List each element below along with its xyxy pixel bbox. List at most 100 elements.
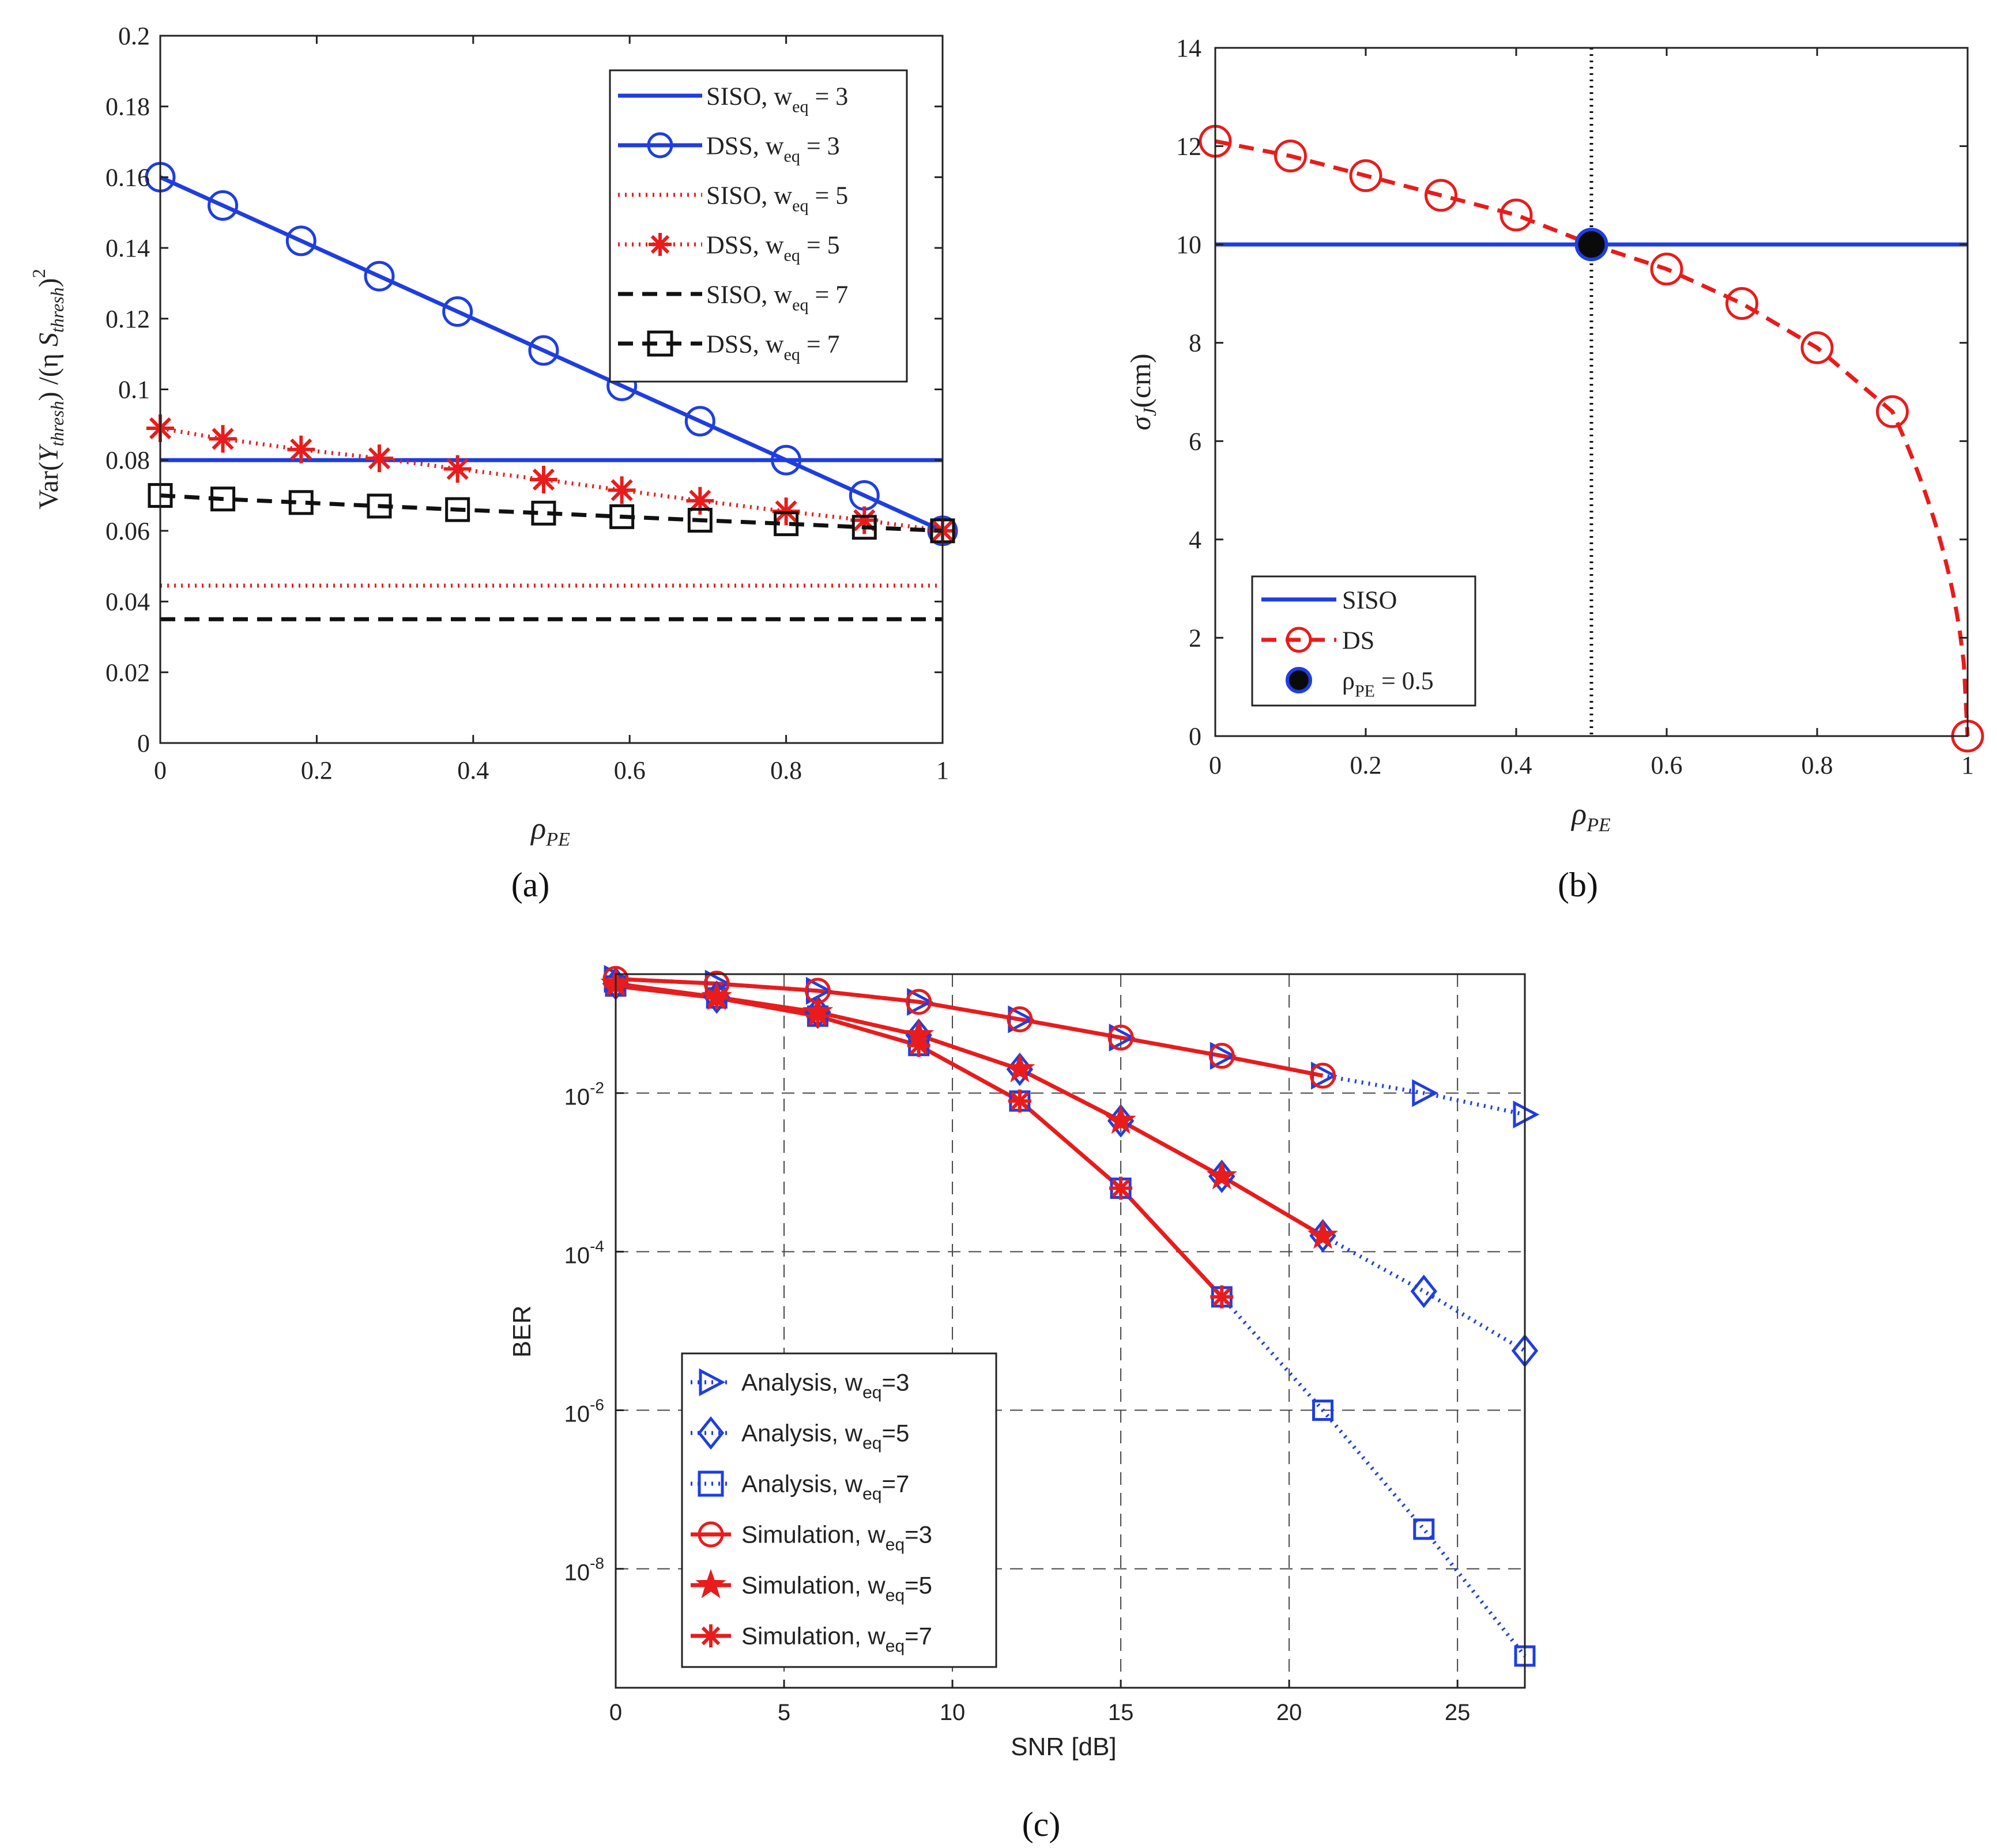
- panel-a-series-1-point-5: [528, 335, 559, 366]
- panel-b-series-1-point-4: [1499, 198, 1533, 232]
- panel-c-ytick-label-3: 10-8: [564, 1555, 604, 1586]
- panel-c-legend-label-5: Simulation, weq=7: [741, 1623, 932, 1656]
- panel-c-xtick-label-2: 10: [940, 1700, 966, 1725]
- panel-c-legend-marker-5: [699, 1624, 722, 1647]
- panel-a-series-5-point-4: [445, 497, 470, 522]
- panel-b-series-1-point-7: [1725, 286, 1758, 320]
- panel-c-ytick-label-0: 10-2: [564, 1078, 604, 1110]
- panel-a-y-axis-label: Var(Ythresh) /(η Sthresh)2: [28, 269, 67, 509]
- panel-c-legend-label-1: Analysis, weq=5: [741, 1420, 909, 1453]
- panel-b-xtick-label-0: 0: [1209, 751, 1222, 779]
- panel-a-ytick-label-10: 0.2: [118, 22, 150, 50]
- panel-b-series-1-point-6: [1650, 252, 1683, 286]
- panel-b-ytick-label-7: 14: [1176, 34, 1201, 62]
- panel-c-series-3-point-7: [1310, 1062, 1336, 1089]
- panel-a-series-3-point-3: [365, 444, 393, 473]
- panel-c-xtick-label-3: 15: [1108, 1700, 1134, 1725]
- panel-c-plot-frame: [615, 973, 1526, 1689]
- panel-a-xtick-label-4: 0.8: [770, 756, 802, 785]
- panel-a-legend: SISO, weq = 3 DSS, weq = 3 SISO, weq = 5 DS…: [609, 69, 908, 383]
- panel-a-series-5-point-3: [367, 493, 392, 519]
- panel-c-series-3-point-3: [906, 989, 932, 1015]
- panel-a-legend-label-0: SISO, weq = 3: [706, 82, 848, 116]
- panel-b-ytick-label-1: 2: [1189, 624, 1201, 652]
- panel-c-xtick-label-4: 20: [1276, 1700, 1302, 1725]
- panel-a-x-axis-label: ρPE: [530, 811, 570, 850]
- panel-a-series-line-1: [159, 175, 944, 533]
- panel-c-series-3-point-6: [1208, 1043, 1235, 1069]
- panel-c-ytick-label-2: 10-6: [564, 1396, 604, 1427]
- panel-a-series-1-point-8: [771, 444, 802, 476]
- panel-a-legend-marker-5: [647, 330, 673, 357]
- panel-b-series-1-point-1: [1274, 139, 1307, 173]
- panel-a-ytick-label-3: 0.06: [105, 517, 150, 545]
- panel-c-ytick-label-1: 10-4: [564, 1237, 604, 1268]
- panel-c-series-4-point-7: [1307, 1219, 1339, 1249]
- panel-a-ytick-label-0: 0: [137, 729, 150, 757]
- panel-a-legend-marker-1: [647, 132, 673, 159]
- panel-a-series-5-point-1: [210, 486, 236, 512]
- panel-b-xtick-label-3: 0.6: [1651, 751, 1683, 779]
- panel-a-series-5-point-9: [851, 515, 877, 540]
- panel-c-legend-marker-4: [695, 1568, 726, 1598]
- panel-b-xtick-label-1: 0.2: [1350, 751, 1382, 779]
- panel-c-series-4-point-4: [1004, 1053, 1035, 1083]
- panel-b-legend-marker-2: [1286, 667, 1312, 693]
- panel-b-series-group: [1199, 48, 1984, 753]
- panel-a-series-5-point-5: [531, 500, 556, 526]
- panel-b-legend-label-2: ρPE = 0.5: [1342, 666, 1434, 700]
- panel-b-series-1-point-2: [1349, 159, 1382, 193]
- panel-b-series-2-point-0: [1574, 228, 1608, 262]
- panel-b-legend-marker-1: [1286, 627, 1312, 653]
- panel-a-series-1-point-4: [442, 296, 473, 327]
- panel-a-legend-box: [609, 69, 908, 383]
- panel-a-ytick-label-1: 0.02: [105, 658, 150, 687]
- panel-a-ytick-label-7: 0.14: [105, 234, 150, 262]
- panel-a-series-5-point-8: [774, 511, 799, 537]
- panel-c-x-axis-label: SNR [dB]: [1011, 1733, 1116, 1761]
- panel-c-legend-marker-0: [699, 1368, 726, 1397]
- panel-c-legend: Analysis, weq=3 Analysis, weq=5 Analysis, …: [681, 1352, 997, 1668]
- panel-a-legend-marker-3: [649, 233, 672, 256]
- panel-b-xtick-label-5: 1: [1961, 751, 1974, 779]
- panel-c-y-axis-label: BER: [508, 1306, 536, 1357]
- panel-a-xtick-label-5: 1: [936, 756, 949, 785]
- panel-c-series-3-point-5: [1107, 1024, 1134, 1051]
- panel-c-xtick-label-0: 0: [609, 1700, 622, 1725]
- panel-a-ytick-label-2: 0.04: [105, 588, 150, 616]
- panel-b-legend-label-1: DS: [1342, 626, 1374, 654]
- panel-a-series-1-point-7: [684, 406, 715, 437]
- panel-b-y-axis-label: σJ(cm): [1124, 353, 1160, 430]
- panel-b-x-axis-label: ρPE: [1570, 797, 1611, 836]
- panel-a-series-3-point-5: [529, 465, 557, 493]
- panel-c-series-5-point-1: [705, 986, 729, 1010]
- panel-a-legend-label-5: DSS, weq = 7: [706, 330, 840, 364]
- panel-a-ytick-label-8: 0.16: [105, 163, 150, 191]
- panel-b-series-1-point-8: [1800, 331, 1834, 364]
- panel-c-legend-label-2: Analysis, weq=7: [741, 1470, 909, 1504]
- panel-c-series-5-point-2: [806, 1004, 830, 1028]
- panel-a-chart: 0 0.2 0.4 0.6 0.8 1 0 0.02 0.04 0.06 0.08 0.1 0.12 0.…: [28, 22, 958, 904]
- panel-c-ticks: 0 5 10 15 20 25 10-2 10-4 10-6 10-8: [564, 1078, 1471, 1725]
- panel-c-xtick-label-1: 5: [778, 1700, 790, 1725]
- panel-b-ytick-label-2: 4: [1189, 526, 1201, 554]
- panel-a-series-3-point-6: [608, 476, 636, 504]
- panel-a-ytick-label-5: 0.1: [118, 376, 150, 404]
- panel-a-xtick-label-2: 0.4: [457, 756, 489, 785]
- panel-c-series-0-point-8: [1412, 1079, 1439, 1107]
- panel-a-series-3-point-4: [443, 455, 472, 483]
- panel-c-legend-label-0: Analysis, weq=3: [741, 1369, 909, 1402]
- panel-a-series-5-point-6: [609, 504, 635, 529]
- panel-c-legend-box: [681, 1352, 997, 1668]
- panel-c-label: (c): [1022, 1805, 1061, 1843]
- panel-a-series-1-point-1: [208, 190, 239, 221]
- panel-c-series-line-3: [615, 976, 1324, 1078]
- panel-a-series-1-point-2: [285, 225, 316, 257]
- panel-a-xtick-label-0: 0: [154, 756, 167, 785]
- panel-a-ticks: 0 0.2 0.4 0.6 0.8 1 0 0.02 0.04 0.06 0.08 0.1 0.12 0.…: [105, 22, 949, 785]
- panel-a-series-3-point-2: [287, 435, 315, 463]
- panel-c-series-3-point-4: [1007, 1006, 1033, 1032]
- panel-b-legend: SISO DS ρPE = 0.5: [1251, 575, 1476, 707]
- panel-b-plot-frame: [1214, 47, 1969, 737]
